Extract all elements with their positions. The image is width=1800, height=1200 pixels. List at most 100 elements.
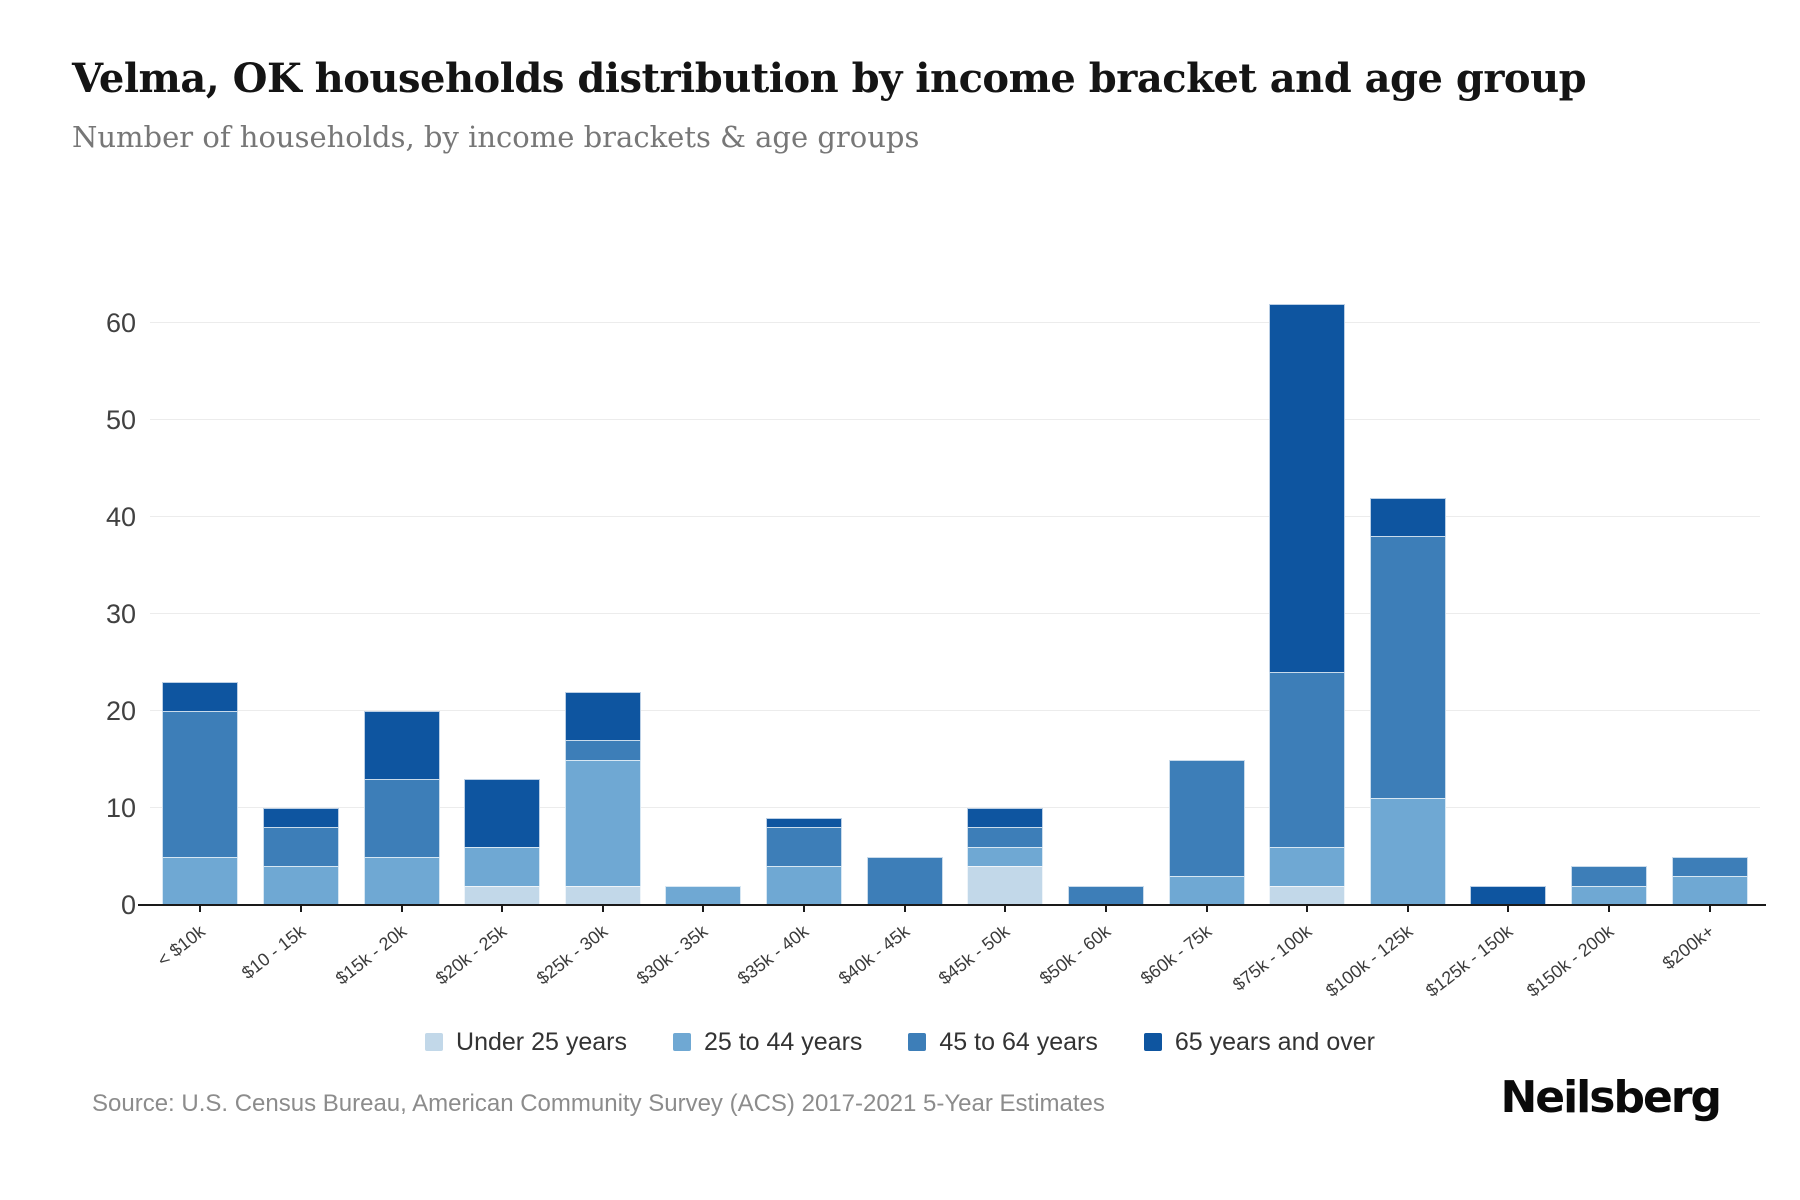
bar-segment[interactable]	[766, 866, 843, 905]
gridline-y-50	[150, 419, 1760, 420]
legend-item-25-to-44-years[interactable]: 25 to 44 years	[672, 1028, 862, 1057]
legend-label: Under 25 years	[456, 1027, 627, 1056]
bar-segment[interactable]	[464, 778, 541, 847]
bar-segment[interactable]	[1269, 303, 1346, 673]
bar-segment[interactable]	[1571, 866, 1648, 886]
bar-slot	[653, 250, 754, 905]
y-tick-label-60: 60	[105, 308, 136, 338]
x-tick-label: $150k - 200k	[1523, 921, 1618, 1001]
gridline-y-20	[150, 710, 1760, 711]
legend-label: 65 years and over	[1174, 1027, 1375, 1056]
x-axis-tick	[803, 905, 806, 912]
bar-segment[interactable]	[1470, 885, 1547, 905]
bar-segment[interactable]	[766, 817, 843, 828]
bar-group-$45k - 50k	[967, 808, 1044, 905]
x-tick-label: $20k - 25k	[431, 921, 511, 989]
x-tick-label: $40k - 45k	[834, 921, 914, 989]
bar-segment[interactable]	[1369, 798, 1446, 905]
legend-item-under-25-years[interactable]: Under 25 years	[425, 1028, 627, 1057]
x-tick-label: $60k - 75k	[1136, 921, 1215, 989]
bar-slot	[1458, 250, 1559, 905]
legend-item-65-years-and-over[interactable]: 65 years and over	[1143, 1027, 1375, 1057]
bar-slot	[1056, 250, 1157, 905]
bar-segment[interactable]	[1269, 846, 1346, 886]
bar-segment[interactable]	[262, 808, 339, 828]
y-tick-label-30: 30	[105, 599, 136, 629]
bar-segment[interactable]	[464, 846, 541, 886]
bar-segment[interactable]	[1269, 885, 1346, 905]
bar-segment[interactable]	[1269, 672, 1346, 847]
bar-segment[interactable]	[564, 691, 641, 741]
x-axis-tick	[1104, 905, 1107, 912]
x-axis-tick	[1205, 905, 1208, 912]
bar-segment[interactable]	[967, 866, 1044, 905]
x-axis-tick	[903, 905, 906, 912]
bar-segment[interactable]	[1571, 885, 1648, 905]
x-tick-label: $35k - 40k	[733, 921, 813, 989]
bar-slot	[1358, 250, 1459, 905]
bar-segment[interactable]	[967, 827, 1044, 847]
bar-segment[interactable]	[262, 827, 339, 867]
page-title: Velma, OK households distribution by inc…	[72, 55, 1587, 102]
bar-group-$75k - 100k	[1269, 303, 1346, 905]
bar-group-$15k - 20k	[363, 711, 440, 905]
bar-segment[interactable]	[363, 778, 440, 857]
x-tick-label: $200k+	[1658, 921, 1719, 974]
y-tick-label-20: 20	[105, 696, 136, 726]
bar-slot	[955, 250, 1056, 905]
bar-segment[interactable]	[1671, 856, 1748, 876]
bar-slot	[1659, 250, 1760, 905]
bar-segment[interactable]	[665, 885, 742, 905]
bar-segment[interactable]	[866, 856, 943, 905]
x-tick-label: $10 - 15k	[237, 921, 310, 983]
bars-container	[150, 250, 1760, 905]
bar-segment[interactable]	[464, 885, 541, 905]
bar-segment[interactable]	[363, 856, 440, 905]
bar-group-$35k - 40k	[766, 817, 843, 905]
bar-segment[interactable]	[363, 711, 440, 779]
bar-slot	[1559, 250, 1660, 905]
gridline-y-40	[150, 516, 1760, 517]
chart-plot-area: < $10k $10 - 15k $15k - 20k $20k - 25k $25k …	[106, 250, 1766, 1001]
y-tick-label-10: 10	[105, 793, 136, 823]
bar-segment[interactable]	[1369, 497, 1446, 537]
bar-segment[interactable]	[162, 681, 239, 711]
legend-item-45-to-64-years[interactable]: 45 to 64 years	[908, 1028, 1098, 1057]
bar-segment[interactable]	[564, 740, 641, 760]
bar-segment[interactable]	[1671, 875, 1748, 905]
bar-group-$25k - 30k	[564, 691, 641, 905]
bar-segment[interactable]	[766, 827, 843, 867]
bar-slot	[150, 250, 251, 905]
bar-group-$20k - 25k	[464, 778, 541, 905]
bar-segment[interactable]	[1168, 759, 1245, 876]
x-axis-tick	[1306, 905, 1309, 912]
bar-segment[interactable]	[1168, 875, 1245, 905]
bar-segment[interactable]	[162, 856, 239, 905]
bar-slot	[452, 250, 553, 905]
bar-group-$40k - 45k	[866, 856, 943, 905]
x-axis-tick	[1708, 905, 1711, 912]
x-axis-tick	[1004, 905, 1007, 912]
x-axis-labels: < $10k $10 - 15k $15k - 20k $20k - 25k $25k …	[150, 905, 1760, 1035]
bar-group-$150k - 200k	[1571, 866, 1648, 905]
bar-segment[interactable]	[564, 759, 641, 886]
chart-legend: Under 25 years 25 to 44 years 45 to 64 yea…	[0, 1020, 1800, 1064]
bar-slot	[1257, 250, 1358, 905]
bar-segment[interactable]	[1369, 536, 1446, 799]
bar-segment[interactable]	[262, 866, 339, 905]
y-tick-label-0: 0	[120, 890, 136, 920]
bar-segment[interactable]	[967, 846, 1044, 867]
bar-segment[interactable]	[967, 808, 1044, 828]
bar-segment[interactable]	[1067, 885, 1144, 905]
bar-segment[interactable]	[564, 885, 641, 905]
bar-group-$60k - 75k	[1168, 759, 1245, 905]
y-tick-label-40: 40	[105, 502, 136, 532]
x-axis-tick	[1608, 905, 1611, 912]
x-tick-label: $15k - 20k	[331, 921, 410, 989]
bar-segment[interactable]	[162, 711, 239, 857]
source-note: Source: U.S. Census Bureau, American Com…	[92, 1090, 1105, 1117]
legend-swatch	[672, 1033, 691, 1051]
x-axis-tick	[702, 905, 705, 912]
x-tick-label: < $10k	[153, 921, 209, 971]
